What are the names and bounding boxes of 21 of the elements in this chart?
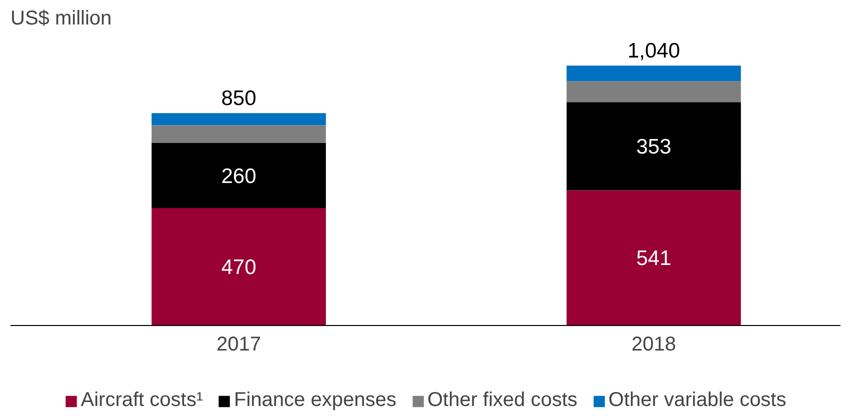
data-label: 353: [636, 136, 672, 159]
data-label: 541: [636, 247, 672, 270]
y-axis-title: US$ million: [10, 8, 112, 30]
bar: [152, 125, 326, 144]
bar: [566, 102, 741, 190]
x-tick-label: 2018: [632, 333, 676, 356]
bar: [152, 208, 326, 326]
legend-label: Finance expenses: [234, 389, 396, 412]
total-label: 850: [221, 87, 256, 110]
legend-label: Aircraft costs¹: [80, 389, 203, 412]
total-label: 1,040: [627, 40, 680, 63]
bar: [566, 66, 741, 82]
data-label: 470: [221, 256, 256, 280]
bar: [566, 190, 741, 326]
bar: [152, 143, 326, 208]
data-label: 260: [221, 164, 256, 188]
bar: [152, 113, 326, 126]
x-tick-label: 2017: [216, 333, 262, 356]
legend-label: Other variable costs: [608, 389, 786, 412]
legend-label: Other fixed costs: [427, 389, 578, 412]
bar: [566, 81, 741, 102]
